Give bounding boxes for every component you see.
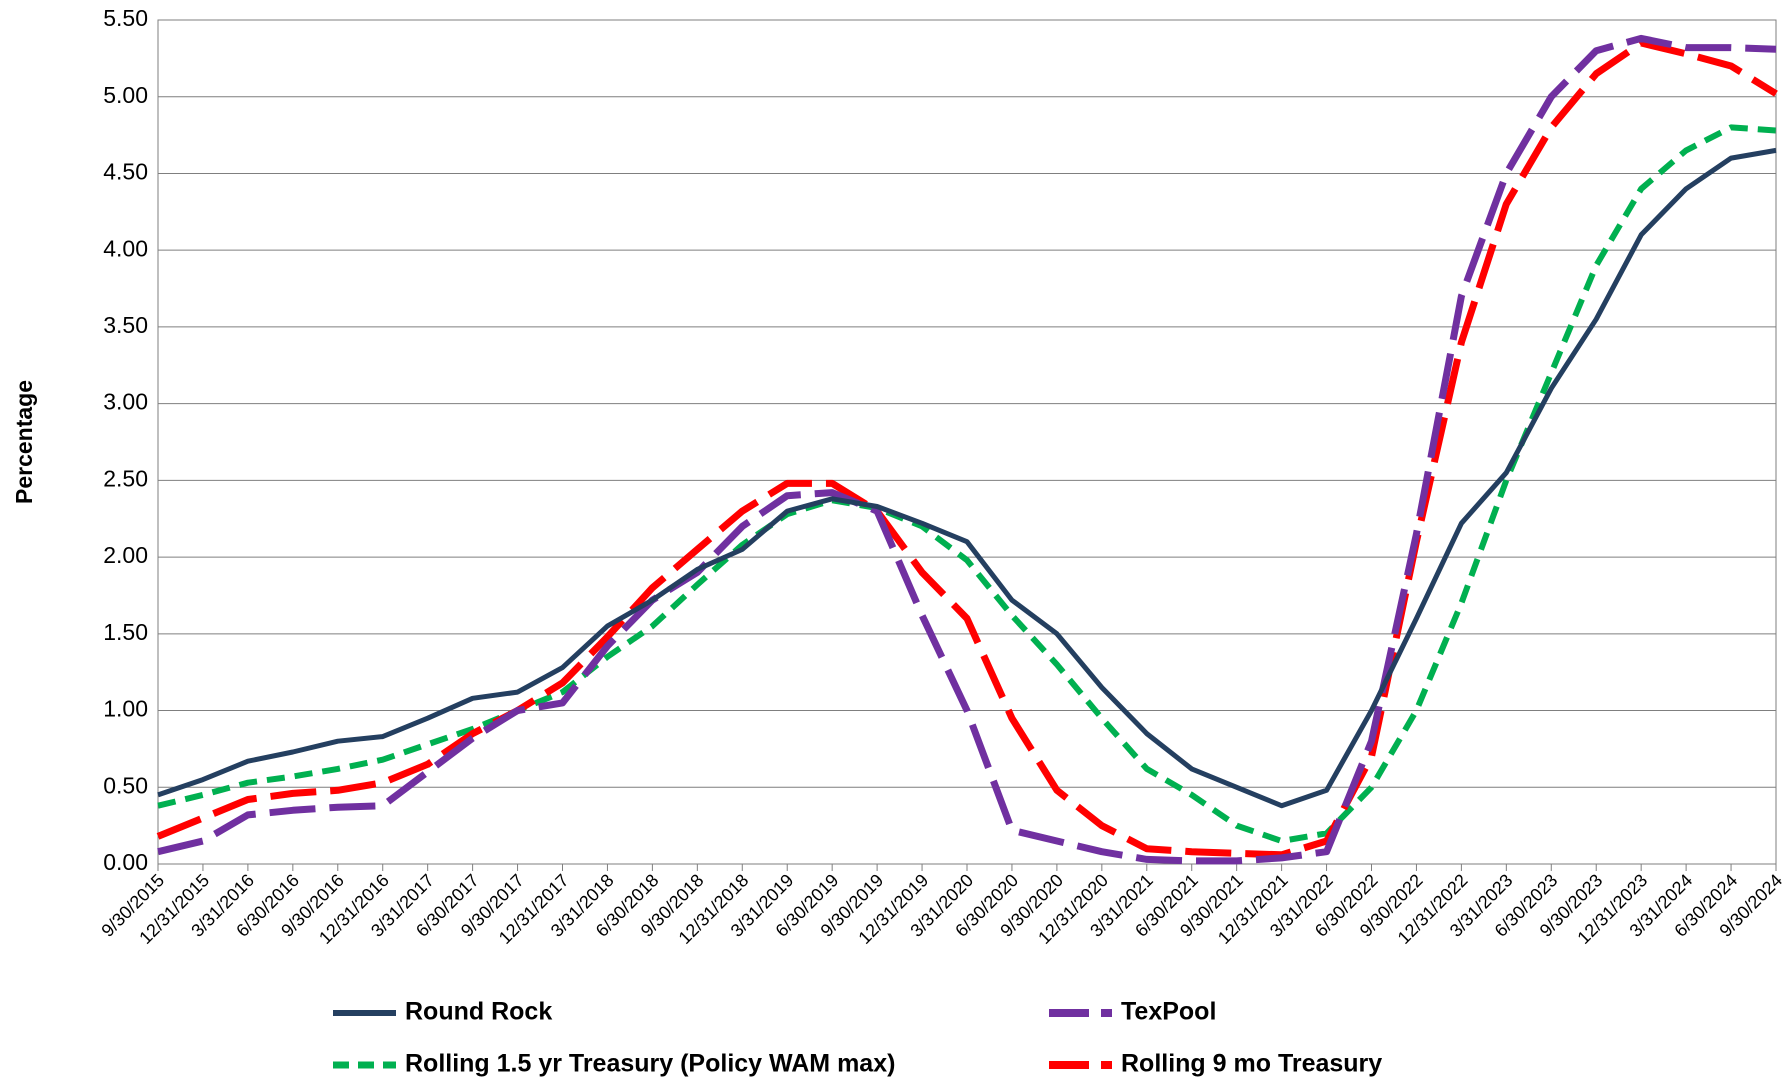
y-axis-label: Percentage bbox=[11, 380, 37, 504]
legend-label: Round Rock bbox=[405, 998, 552, 1026]
plot-border bbox=[157, 19, 1777, 865]
y-tick-label: 5.50 bbox=[103, 5, 148, 31]
y-tick-label: 1.50 bbox=[103, 619, 148, 645]
y-tick-label: 4.50 bbox=[103, 159, 148, 185]
y-tick-label: 3.00 bbox=[103, 389, 148, 415]
series-line bbox=[157, 147, 1777, 809]
y-tick-label: 5.00 bbox=[103, 82, 148, 108]
y-tick-label: 2.00 bbox=[103, 542, 148, 568]
series-line bbox=[157, 124, 1777, 844]
y-tick-label: 4.00 bbox=[103, 235, 148, 261]
y-tick-label: 0.50 bbox=[103, 772, 148, 798]
legend-label: Rolling 9 mo Treasury bbox=[1121, 1050, 1382, 1078]
y-tick-label: 1.00 bbox=[103, 696, 148, 722]
legend-label: TexPool bbox=[1121, 998, 1216, 1026]
y-tick-label: 0.00 bbox=[103, 849, 148, 875]
series-line bbox=[156, 39, 1778, 859]
y-tick-label: 3.50 bbox=[103, 312, 148, 338]
series-line bbox=[157, 34, 1777, 865]
y-tick-label: 2.50 bbox=[103, 465, 148, 491]
legend-label: Rolling 1.5 yr Treasury (Policy WAM max) bbox=[405, 1050, 895, 1078]
